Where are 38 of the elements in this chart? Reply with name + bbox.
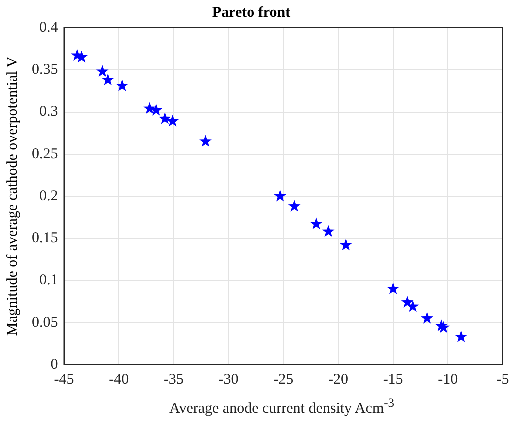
x-tick-label: -20 xyxy=(328,372,348,388)
point xyxy=(166,115,180,127)
x-tick-label: -5 xyxy=(496,372,510,388)
point xyxy=(144,102,156,114)
x-tick-label: -45 xyxy=(54,372,74,388)
y-tick-label: 0.2 xyxy=(40,188,58,204)
x-tick-label: -35 xyxy=(164,372,184,388)
x-axis-title: Average anode current density Acm$^{-3}$ xyxy=(168,396,396,418)
y-tick-label: 0.3 xyxy=(40,104,58,120)
y-tick-label: 0.15 xyxy=(32,230,58,247)
y-axis-title: Magnitude of average cathode overpotential V xyxy=(4,56,21,336)
point xyxy=(340,238,352,251)
point xyxy=(158,112,172,124)
x-tick-label: -40 xyxy=(109,372,130,388)
point xyxy=(200,135,212,147)
point xyxy=(116,80,129,92)
y-tick-label: 0.05 xyxy=(32,314,58,331)
x-tick-label: -25 xyxy=(274,372,294,388)
point xyxy=(455,330,468,342)
x-tick-label: -15 xyxy=(383,372,404,388)
x-tick-label: -30 xyxy=(218,372,239,388)
point xyxy=(438,321,450,334)
x-tick-label: -10 xyxy=(438,372,458,388)
point xyxy=(387,282,400,294)
point xyxy=(96,65,109,78)
point xyxy=(310,218,323,230)
y-tick-label: 0.1 xyxy=(40,272,58,289)
y-tick-label: 0 xyxy=(50,356,58,373)
y-tick-label: 0.4 xyxy=(40,20,59,36)
chart-title: Pareto front xyxy=(212,4,291,21)
point xyxy=(288,200,301,212)
point xyxy=(322,225,335,238)
y-tick-label: 0.25 xyxy=(32,146,58,162)
point xyxy=(421,312,434,324)
point xyxy=(274,190,287,202)
point xyxy=(102,74,114,86)
y-tick-label: 0.35 xyxy=(32,62,58,78)
point xyxy=(406,300,420,312)
